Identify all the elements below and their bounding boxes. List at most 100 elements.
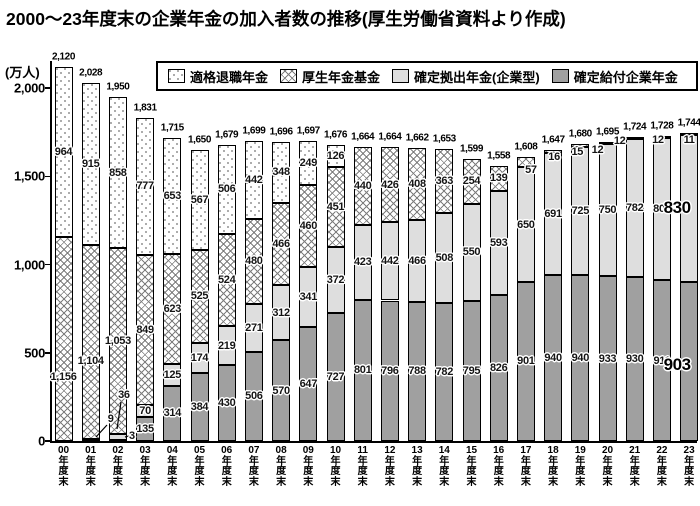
- value-label-dc-04年度末: 125: [163, 368, 182, 381]
- x-axis-label-03年度末: 03 年度末: [139, 445, 151, 488]
- bar-segment-db-18年度末: [544, 275, 563, 441]
- bar-segment-kosei-20年度末: [598, 141, 617, 144]
- bar-segment-db-23年度末: [680, 281, 699, 441]
- value-label-db-13年度末: 788: [408, 365, 426, 378]
- value-label-db-12年度末: 796: [381, 364, 399, 377]
- x-axis-label-02年度末: 02 年度末: [112, 445, 123, 488]
- x-axis-label-part: 末: [194, 476, 205, 488]
- value-label-dc-12年度末: 442: [381, 255, 399, 268]
- x-axis-label-part: 末: [656, 476, 667, 488]
- bar-segment-kosei-17年度末: [516, 157, 535, 168]
- value-label-kosei-16年度末: 139: [489, 172, 508, 185]
- bar-segment-kosei-13年度末: [408, 147, 427, 220]
- bar-segment-dc-09年度末: [299, 266, 318, 327]
- x-axis-label-part: 度: [58, 466, 69, 477]
- legend-item-tekikaku: 適格退職年金: [168, 67, 268, 86]
- x-axis-label-part: 末: [684, 476, 695, 488]
- value-label-dc-21年度末: 782: [625, 201, 644, 214]
- x-axis-label-part: 11: [357, 445, 368, 456]
- x-axis-label-07年度末: 07 年度末: [248, 445, 259, 488]
- y-tick-mark-2000: [45, 87, 50, 89]
- value-label-dc-03年度末: 70: [139, 404, 151, 417]
- bar-segment-dc-15年度末: [462, 203, 481, 301]
- x-axis-label-01年度末: 01 年度末: [85, 445, 96, 488]
- value-label-kosei-21年度末: 12: [613, 134, 626, 147]
- x-axis-label-part: 年: [167, 455, 178, 467]
- value-label-kosei-13年度末: 408: [408, 177, 426, 190]
- x-axis-label-part: 度: [412, 466, 423, 477]
- value-label-dc-02年度末: 36: [118, 389, 130, 402]
- x-axis-label-part: 年: [221, 455, 232, 467]
- x-axis-label-part: 09: [302, 445, 314, 456]
- x-axis-label-22年度末: 22 年度末: [656, 445, 667, 488]
- bar-segment-dc-22年度末: [652, 138, 671, 281]
- y-tick-label-0: 0: [38, 433, 45, 449]
- x-axis-label-part: 度: [439, 466, 450, 477]
- bar-segment-db-20年度末: [598, 276, 617, 441]
- value-label-kosei-09年度末: 460: [299, 220, 318, 233]
- x-axis-label-part: 度: [575, 466, 586, 477]
- total-label-13年度末: 1,662: [405, 132, 429, 144]
- total-label-19年度末: 1,680: [568, 128, 592, 140]
- value-label-kosei-10年度末: 451: [326, 201, 345, 214]
- value-label-kosei-06年度末: 524: [217, 274, 236, 287]
- bar-segment-kosei-07年度末: [244, 219, 263, 304]
- bar-segment-tekikaku-10年度末: [326, 145, 345, 168]
- x-axis-label-part: 年: [493, 455, 504, 467]
- total-label-16年度末: 1,558: [487, 150, 511, 162]
- x-axis-label-part: 年: [548, 455, 559, 467]
- x-axis-label-part: 年: [276, 455, 287, 467]
- x-axis-label-part: 14: [438, 445, 450, 456]
- x-axis-label-part: 度: [85, 466, 96, 477]
- value-label-db-21年度末: 930: [625, 352, 644, 365]
- x-axis-label-part: 末: [548, 476, 559, 488]
- value-label-dc-20年度末: 750: [598, 204, 617, 217]
- bar-segment-dc-03年度末: [136, 404, 155, 418]
- bar-segment-kosei-05年度末: [190, 249, 209, 343]
- bar-segment-tekikaku-03年度末: [136, 117, 155, 255]
- x-axis-label-15年度末: 15 年度末: [466, 445, 477, 488]
- value-label-db-23年度末: 903: [663, 355, 691, 375]
- x-axis-label-part: 度: [384, 466, 395, 477]
- total-label-20年度末: 1,695: [595, 126, 620, 138]
- x-axis-label-05年度末: 05 年度末: [194, 445, 205, 488]
- bar-segment-db-21年度末: [625, 276, 644, 441]
- value-label-kosei-23年度末: 11: [683, 134, 695, 147]
- total-label-01年度末: 2,028: [79, 67, 103, 79]
- x-axis-label-part: 12: [384, 445, 396, 456]
- x-axis-label-part: 度: [629, 466, 640, 477]
- x-axis-label-part: 末: [493, 476, 504, 488]
- value-label-kosei-19年度末: 15: [571, 145, 584, 158]
- x-axis-label-part: 度: [303, 466, 314, 477]
- x-axis-label-part: 年: [439, 455, 450, 467]
- bar-segment-db-03年度末: [136, 417, 155, 441]
- y-tick-label-500: 500: [24, 345, 45, 361]
- value-label-db-04年度末: 314: [163, 407, 182, 420]
- value-label-db-20年度末: 933: [598, 352, 617, 365]
- bar-segment-dc-16年度末: [489, 190, 508, 296]
- x-axis-label-part: 末: [520, 476, 531, 488]
- bar-segment-tekikaku-05年度末: [190, 149, 209, 250]
- value-label-tekikaku-02年度末: 858: [109, 166, 127, 179]
- value-label-dc-08年度末: 312: [272, 306, 290, 319]
- chart-title: 2000〜23年度末の企業年金の加入者数の推移(厚生労働省資料より作成): [6, 9, 566, 29]
- x-axis-label-part: 末: [167, 476, 178, 488]
- x-axis-label-part: 03: [139, 445, 151, 456]
- x-axis-label-part: 06: [221, 445, 233, 456]
- x-axis-label-part: 年: [384, 455, 395, 467]
- bar-segment-dc-12年度末: [380, 222, 399, 301]
- x-axis-label-part: 末: [85, 476, 96, 488]
- bar-segment-kosei-09年度末: [299, 185, 318, 267]
- value-label-kosei-14年度末: 363: [435, 175, 454, 188]
- y-tick-mark-1000: [45, 263, 50, 266]
- bar-segment-tekikaku-09年度末: [299, 141, 318, 186]
- x-axis-label-20年度末: 20 年度末: [602, 445, 613, 488]
- x-axis-label-part: 年: [140, 455, 151, 467]
- bar-segment-kosei-15年度末: [462, 158, 481, 204]
- x-axis-label-part: 末: [384, 476, 395, 488]
- x-axis-label-14年度末: 14 年度末: [438, 445, 450, 488]
- x-axis-label-part: 末: [412, 476, 423, 488]
- x-axis-label-part: 年: [248, 455, 259, 467]
- x-axis-label-part: 18: [547, 445, 559, 456]
- bar-segment-kosei-11年度末: [353, 147, 372, 225]
